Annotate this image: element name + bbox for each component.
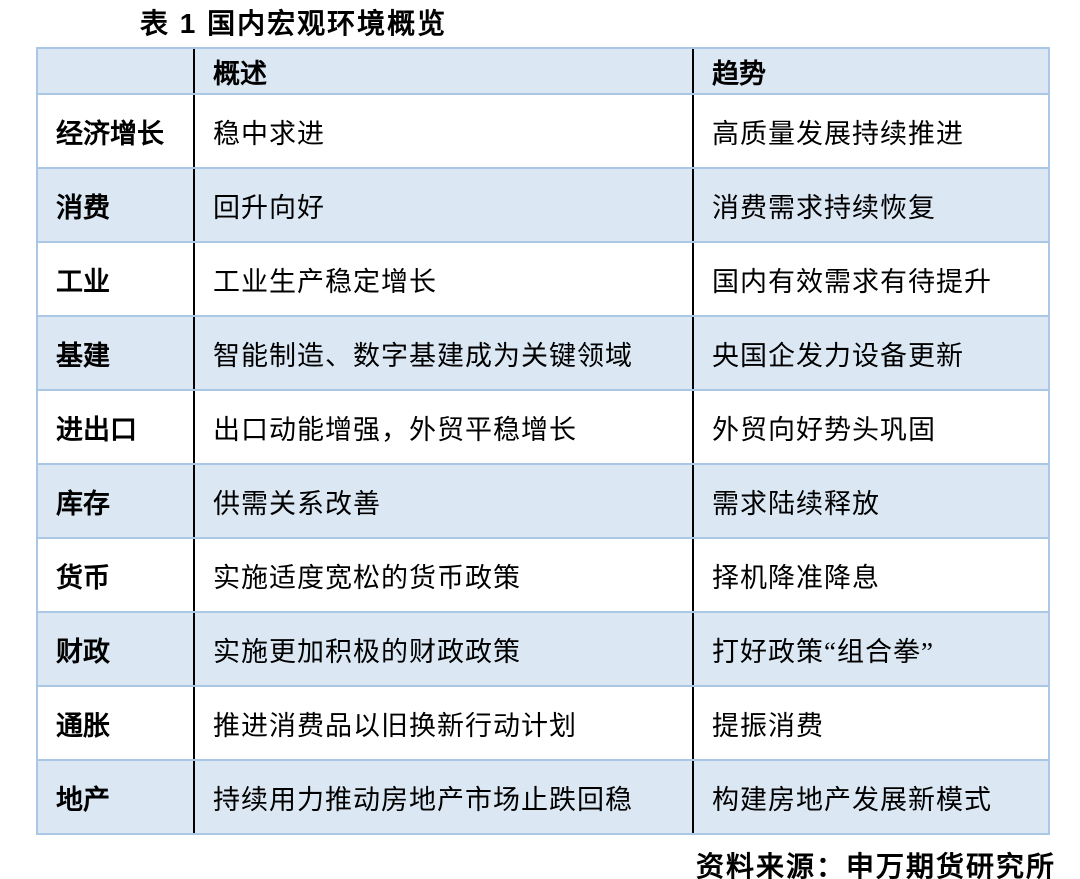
- trend-cell: 需求陆续释放: [692, 463, 1049, 539]
- row-label-cell: 工业: [37, 241, 194, 317]
- header-overview-cell: 概述: [193, 47, 693, 95]
- trend-cell: 消费需求持续恢复: [692, 167, 1049, 243]
- header-row: 概述 趋势: [37, 47, 1049, 95]
- table-row: 通胀 推进消费品以旧换新行动计划 提振消费: [37, 685, 1049, 761]
- table-row: 基建 智能制造、数字基建成为关键领域 央国企发力设备更新: [37, 315, 1049, 391]
- overview-cell: 推进消费品以旧换新行动计划: [193, 685, 693, 761]
- row-label-cell: 通胀: [37, 685, 194, 761]
- table-row: 货币 实施适度宽松的货币政策 择机降准降息: [37, 537, 1049, 613]
- trend-cell: 构建房地产发展新模式: [692, 759, 1049, 835]
- overview-cell: 出口动能增强，外贸平稳增长: [193, 389, 693, 465]
- row-label-cell: 进出口: [37, 389, 194, 465]
- macro-environment-table: 概述 趋势 经济增长 稳中求进 高质量发展持续推进 消费 回升向好 消费需求持续…: [36, 47, 1050, 835]
- trend-cell: 央国企发力设备更新: [692, 315, 1049, 391]
- row-label-cell: 消费: [37, 167, 194, 243]
- trend-cell: 高质量发展持续推进: [692, 93, 1049, 169]
- table-row: 消费 回升向好 消费需求持续恢复: [37, 167, 1049, 243]
- trend-cell: 外贸向好势头巩固: [692, 389, 1049, 465]
- header-category-cell: [37, 47, 194, 95]
- header-trend-cell: 趋势: [692, 47, 1049, 95]
- overview-cell: 稳中求进: [193, 93, 693, 169]
- table-row: 库存 供需关系改善 需求陆续释放: [37, 463, 1049, 539]
- overview-cell: 实施适度宽松的货币政策: [193, 537, 693, 613]
- table-title: 表 1 国内宏观环境概览: [140, 8, 448, 39]
- table-row: 经济增长 稳中求进 高质量发展持续推进: [37, 93, 1049, 169]
- row-label-cell: 经济增长: [37, 93, 194, 169]
- overview-cell: 实施更加积极的财政政策: [193, 611, 693, 687]
- trend-cell: 国内有效需求有待提升: [692, 241, 1049, 317]
- trend-cell: 提振消费: [692, 685, 1049, 761]
- row-label-cell: 地产: [37, 759, 194, 835]
- row-label-cell: 货币: [37, 537, 194, 613]
- table-row: 财政 实施更加积极的财政政策 打好政策“组合拳”: [37, 611, 1049, 687]
- row-label-cell: 财政: [37, 611, 194, 687]
- table-row: 工业 工业生产稳定增长 国内有效需求有待提升: [37, 241, 1049, 317]
- row-label-cell: 库存: [37, 463, 194, 539]
- table-row: 进出口 出口动能增强，外贸平稳增长 外贸向好势头巩固: [37, 389, 1049, 465]
- table-body: 经济增长 稳中求进 高质量发展持续推进 消费 回升向好 消费需求持续恢复 工业 …: [37, 93, 1049, 835]
- data-source-note: 资料来源：申万期货研究所: [695, 852, 1056, 879]
- trend-cell: 择机降准降息: [692, 537, 1049, 613]
- row-label-cell: 基建: [37, 315, 194, 391]
- table-header: 概述 趋势: [37, 47, 1049, 95]
- table-row: 地产 持续用力推动房地产市场止跌回稳 构建房地产发展新模式: [37, 759, 1049, 835]
- overview-cell: 供需关系改善: [193, 463, 693, 539]
- overview-cell: 回升向好: [193, 167, 693, 243]
- trend-cell: 打好政策“组合拳”: [692, 611, 1049, 687]
- overview-cell: 智能制造、数字基建成为关键领域: [193, 315, 693, 391]
- overview-cell: 持续用力推动房地产市场止跌回稳: [193, 759, 693, 835]
- overview-cell: 工业生产稳定增长: [193, 241, 693, 317]
